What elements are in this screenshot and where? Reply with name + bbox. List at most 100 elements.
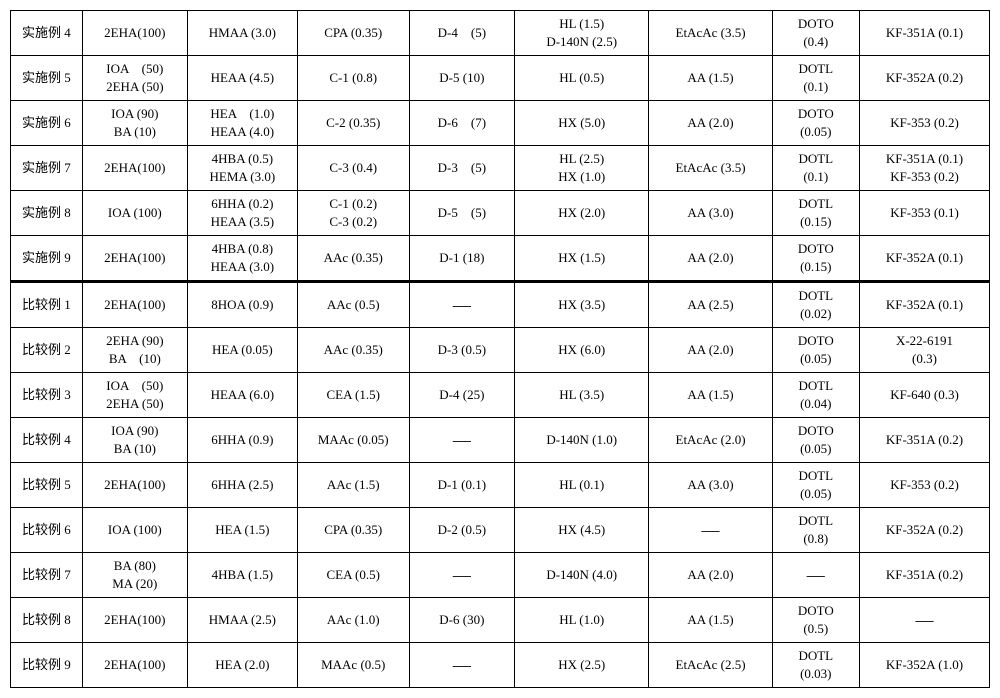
table-cell: DOTL(0.15)	[772, 191, 859, 236]
composition-table: 实施例 42EHA(100)HMAA (3.0)CPA (0.35)D-4 (5…	[10, 10, 990, 688]
table-cell: 实施例 6	[11, 101, 83, 146]
table-row: 实施例 42EHA(100)HMAA (3.0)CPA (0.35)D-4 (5…	[11, 11, 990, 56]
table-cell: HX (2.0)	[515, 191, 649, 236]
table-cell: DOTL(0.03)	[772, 643, 859, 688]
table-cell: 比较例 9	[11, 643, 83, 688]
table-cell: —	[859, 598, 989, 643]
table-cell: HX (2.5)	[515, 643, 649, 688]
table-cell: 8HOA (0.9)	[187, 282, 297, 328]
table-cell: AA (2.5)	[649, 282, 772, 328]
table-cell: HL (0.5)	[515, 56, 649, 101]
table-cell: AA (1.5)	[649, 56, 772, 101]
table-cell: EtAcAc (2.5)	[649, 643, 772, 688]
table-cell: AAc (1.5)	[297, 463, 409, 508]
table-cell: DOTL(0.05)	[772, 463, 859, 508]
table-cell: 4HBA (0.8)HEAA (3.0)	[187, 236, 297, 282]
table-cell: 比较例 8	[11, 598, 83, 643]
table-cell: DOTO(0.05)	[772, 101, 859, 146]
table-cell: —	[409, 643, 514, 688]
table-row: 比较例 22EHA (90)BA (10)HEA (0.05)AAc (0.35…	[11, 328, 990, 373]
table-cell: HX (4.5)	[515, 508, 649, 553]
table-cell: EtAcAc (3.5)	[649, 11, 772, 56]
table-cell: HMAA (3.0)	[187, 11, 297, 56]
table-cell: KF-352A (0.1)	[859, 282, 989, 328]
table-cell: CEA (0.5)	[297, 553, 409, 598]
table-row: 实施例 6IOA (90)BA (10)HEA (1.0)HEAA (4.0)C…	[11, 101, 990, 146]
table-cell: KF-353 (0.2)	[859, 101, 989, 146]
table-cell: KF-351A (0.1)	[859, 11, 989, 56]
table-cell: BA (80)MA (20)	[82, 553, 187, 598]
table-cell: HL (1.5)D-140N (2.5)	[515, 11, 649, 56]
table-cell: AA (3.0)	[649, 463, 772, 508]
table-cell: D-6 (7)	[409, 101, 514, 146]
table-cell: KF-351A (0.2)	[859, 418, 989, 463]
table-cell: KF-352A (1.0)	[859, 643, 989, 688]
table-cell: IOA (50)2EHA (50)	[82, 373, 187, 418]
table-row: 比较例 4IOA (90)BA (10)6HHA (0.9)MAAc (0.05…	[11, 418, 990, 463]
table-cell: D-140N (4.0)	[515, 553, 649, 598]
table-cell: EtAcAc (2.0)	[649, 418, 772, 463]
table-cell: 实施例 7	[11, 146, 83, 191]
table-cell: X-22-6191(0.3)	[859, 328, 989, 373]
table-cell: IOA (100)	[82, 191, 187, 236]
table-cell: HMAA (2.5)	[187, 598, 297, 643]
table-cell: 实施例 8	[11, 191, 83, 236]
table-row: 实施例 92EHA(100)4HBA (0.8)HEAA (3.0)AAc (0…	[11, 236, 990, 282]
table-cell: AA (2.0)	[649, 328, 772, 373]
table-cell: DOTL(0.04)	[772, 373, 859, 418]
table-cell: HEA (1.5)	[187, 508, 297, 553]
table-cell: 4HBA (0.5)HEMA (3.0)	[187, 146, 297, 191]
table-cell: 2EHA(100)	[82, 598, 187, 643]
table-cell: HL (2.5)HX (1.0)	[515, 146, 649, 191]
table-cell: C-1 (0.8)	[297, 56, 409, 101]
table-cell: DOTL(0.1)	[772, 146, 859, 191]
table-cell: D-1 (0.1)	[409, 463, 514, 508]
table-cell: 6HHA (0.9)	[187, 418, 297, 463]
table-cell: C-2 (0.35)	[297, 101, 409, 146]
table-cell: 比较例 6	[11, 508, 83, 553]
table-cell: 比较例 1	[11, 282, 83, 328]
table-cell: AA (3.0)	[649, 191, 772, 236]
table-row: 比较例 52EHA(100)6HHA (2.5)AAc (1.5)D-1 (0.…	[11, 463, 990, 508]
table-cell: KF-352A (0.1)	[859, 236, 989, 282]
table-cell: HX (5.0)	[515, 101, 649, 146]
table-cell: IOA (50)2EHA (50)	[82, 56, 187, 101]
table-cell: 4HBA (1.5)	[187, 553, 297, 598]
table-cell: 比较例 4	[11, 418, 83, 463]
table-cell: CPA (0.35)	[297, 11, 409, 56]
table-cell: AA (2.0)	[649, 101, 772, 146]
table-cell: 2EHA(100)	[82, 282, 187, 328]
table-cell: C-1 (0.2)C-3 (0.2)	[297, 191, 409, 236]
table-cell: AA (2.0)	[649, 236, 772, 282]
table-cell: DOTL(0.1)	[772, 56, 859, 101]
table-cell: D-2 (0.5)	[409, 508, 514, 553]
table-cell: 比较例 5	[11, 463, 83, 508]
table-cell: KF-640 (0.3)	[859, 373, 989, 418]
table-cell: —	[772, 553, 859, 598]
table-cell: HEA (2.0)	[187, 643, 297, 688]
table-cell: 6HHA (2.5)	[187, 463, 297, 508]
table-cell: KF-353 (0.2)	[859, 463, 989, 508]
table-cell: AA (1.5)	[649, 373, 772, 418]
table-cell: D-5 (5)	[409, 191, 514, 236]
table-cell: —	[409, 282, 514, 328]
table-cell: HEA (1.0)HEAA (4.0)	[187, 101, 297, 146]
table-cell: KF-351A (0.1)KF-353 (0.2)	[859, 146, 989, 191]
table-cell: D-140N (1.0)	[515, 418, 649, 463]
table-row: 比较例 6IOA (100)HEA (1.5)CPA (0.35)D-2 (0.…	[11, 508, 990, 553]
table-cell: AA (2.0)	[649, 553, 772, 598]
table-body: 实施例 42EHA(100)HMAA (3.0)CPA (0.35)D-4 (5…	[11, 11, 990, 688]
table-cell: IOA (100)	[82, 508, 187, 553]
table-cell: DOTO(0.05)	[772, 418, 859, 463]
table-row: 比较例 92EHA(100)HEA (2.0)MAAc (0.5)—HX (2.…	[11, 643, 990, 688]
table-cell: AAc (1.0)	[297, 598, 409, 643]
table-row: 比较例 12EHA(100)8HOA (0.9)AAc (0.5)—HX (3.…	[11, 282, 990, 328]
table-cell: —	[409, 553, 514, 598]
table-cell: 2EHA(100)	[82, 11, 187, 56]
table-cell: 2EHA (90)BA (10)	[82, 328, 187, 373]
table-cell: D-1 (18)	[409, 236, 514, 282]
table-cell: KF-352A (0.2)	[859, 56, 989, 101]
table-cell: IOA (90)BA (10)	[82, 418, 187, 463]
table-cell: 比较例 2	[11, 328, 83, 373]
table-cell: 6HHA (0.2)HEAA (3.5)	[187, 191, 297, 236]
